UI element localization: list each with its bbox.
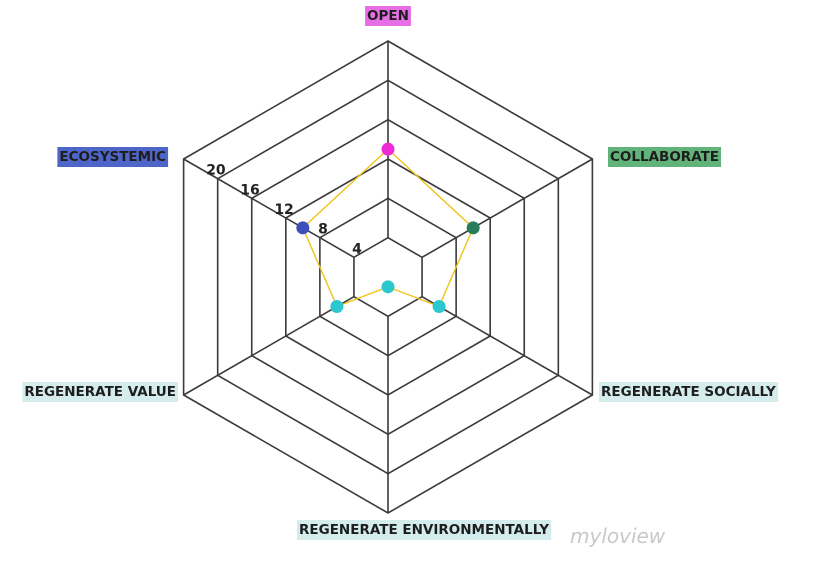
axis-label-group: COLLABORATE xyxy=(608,147,722,167)
radar-tick-labels: 4 8 12 16 20 xyxy=(206,163,362,258)
tick-label: 4 xyxy=(352,241,362,257)
axis-label-bg xyxy=(365,6,411,26)
watermark-text: myloview xyxy=(570,524,666,548)
axis-label-bg xyxy=(608,147,722,167)
grid-spoke xyxy=(183,295,355,396)
grid-spoke xyxy=(421,158,593,259)
axis-label: COLLABORATE xyxy=(610,149,719,165)
axis-label-group: REGENERATE VALUE xyxy=(22,382,178,402)
data-point xyxy=(381,142,395,156)
axis-label: REGENERATE ENVIRONMENTALLY xyxy=(299,522,549,538)
data-point xyxy=(466,221,480,235)
axis-label: ECOSYSTEMIC xyxy=(59,149,166,165)
axis-label: REGENERATE VALUE xyxy=(24,384,176,400)
grid-ring xyxy=(353,236,423,318)
axis-label: OPEN xyxy=(367,8,409,24)
axis-label-group: ECOSYSTEMIC xyxy=(57,147,169,167)
radar-series xyxy=(296,142,480,313)
axis-label-bg xyxy=(22,382,178,402)
tick-label: 8 xyxy=(318,222,328,238)
radar-grid xyxy=(182,40,594,514)
data-point xyxy=(296,221,310,235)
axis-label-bg xyxy=(57,147,169,167)
axis-label: REGENERATE SOCIALLY xyxy=(601,384,776,400)
radar-axis-labels: OPEN COLLABORATE REGENERATE SOCIALLY REGENE… xyxy=(22,6,779,540)
data-point xyxy=(330,300,344,313)
data-point xyxy=(381,280,395,294)
tick-label: 16 xyxy=(240,182,259,198)
axis-label-group: REGENERATE SOCIALLY xyxy=(599,382,779,402)
tick-label: 12 xyxy=(274,202,293,218)
axis-label-bg xyxy=(297,520,552,540)
axis-label-bg xyxy=(599,382,779,402)
tick-label: 20 xyxy=(206,163,226,179)
grid-spoke xyxy=(421,295,593,396)
axis-label-group: OPEN xyxy=(365,6,411,26)
grid-spoke xyxy=(183,158,355,259)
data-point xyxy=(432,300,446,313)
axis-label-group: REGENERATE ENVIRONMENTALLY xyxy=(297,520,552,540)
